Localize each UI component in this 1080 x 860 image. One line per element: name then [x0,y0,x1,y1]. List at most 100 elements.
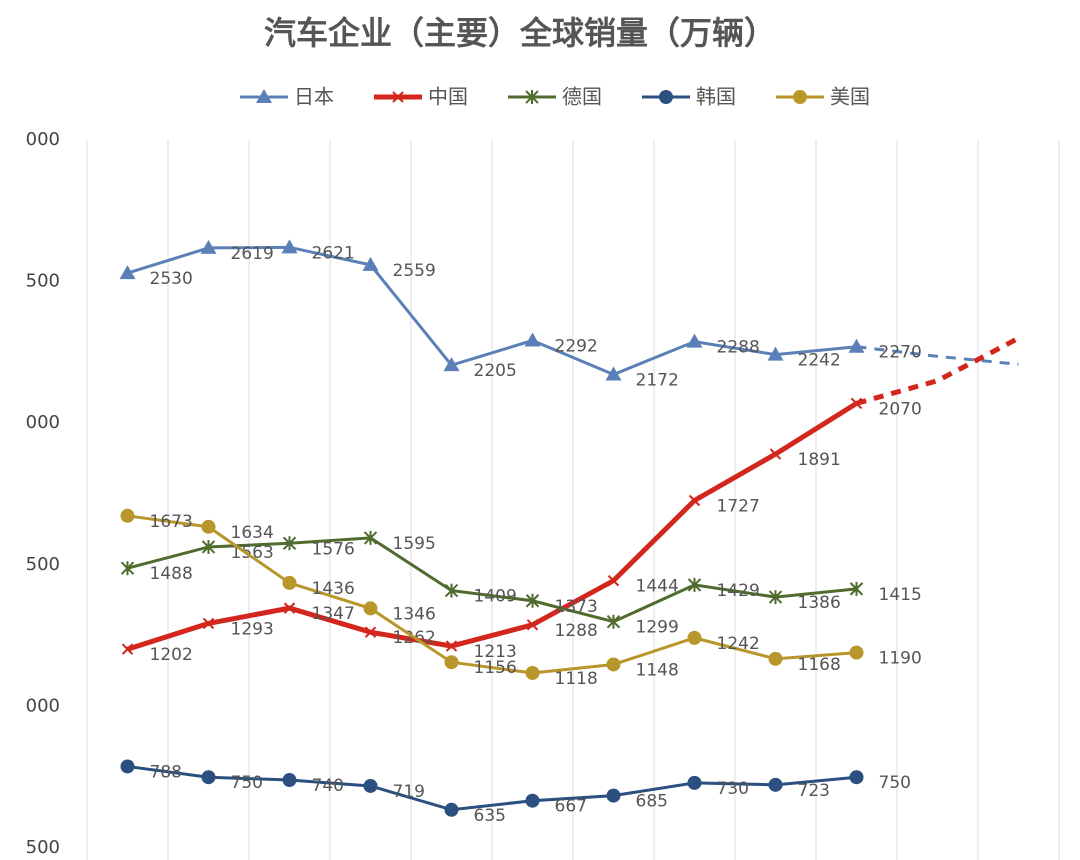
series: 1673 1634 1436 1346 1156 1118 1148 1242 1168 1190 [120,508,922,689]
data-label: 1373 [555,597,598,617]
data-label: 1409 [474,587,517,607]
data-label: 1242 [717,634,760,654]
data-label: 2172 [636,370,679,390]
y-tick-label: 500 [26,554,60,575]
marker [768,651,783,666]
data-label: 750 [231,773,263,793]
marker [392,91,404,103]
marker [687,577,702,592]
marker [200,239,217,254]
marker [120,561,135,576]
data-label: 730 [717,779,749,799]
marker [525,90,539,104]
marker [606,614,621,629]
marker [363,601,378,616]
marker [201,770,216,785]
marker [686,333,703,348]
marker [363,530,378,545]
series-line [127,245,857,377]
data-label: 1634 [231,523,274,543]
legend-item: 德国 [508,85,602,109]
marker [688,494,701,507]
marker [445,640,458,652]
marker [605,366,622,381]
marker [849,581,864,596]
marker [443,357,460,372]
data-label: 750 [879,773,911,793]
data-label: 1595 [393,534,436,554]
data-label: 1436 [312,579,355,599]
data-label: 1288 [555,621,598,641]
marker [120,759,135,774]
marker [850,397,863,410]
marker [768,590,783,605]
series-line [127,536,857,624]
marker [768,777,783,792]
y-tick-label: 000 [26,695,60,716]
data-label: 2270 [879,343,922,363]
data-label: 1299 [636,618,679,638]
data-label: 788 [150,762,182,782]
data-label: 2292 [555,337,598,357]
projection-line [855,336,1020,406]
data-label: 1727 [717,497,760,517]
data-label: 1202 [150,645,193,665]
legend-item: 美国 [776,85,870,109]
data-label: 740 [312,776,344,796]
marker [120,508,135,523]
series-line [127,514,857,675]
data-label: 1148 [636,660,679,680]
y-tick-label: 500 [26,271,60,292]
marker [119,265,136,280]
marker [283,602,296,614]
marker [525,593,540,608]
legend-label: 美国 [830,85,870,109]
data-label: 723 [798,781,830,801]
marker [444,655,459,670]
marker [687,775,702,790]
marker [606,657,621,672]
data-label: 2242 [798,351,841,371]
legend-label: 韩国 [696,85,736,109]
data-label: 1347 [312,604,355,624]
data-label: 2530 [150,269,193,289]
marker [362,256,379,271]
data-label: 1213 [474,642,517,662]
chart-title: 汽车企业（主要）全球销量（万辆） [264,14,776,52]
marker [202,617,215,630]
data-label: 1891 [798,450,841,470]
marker [525,665,540,680]
data-label: 1488 [150,564,193,584]
marker [767,346,784,361]
data-label: 1156 [474,658,517,678]
data-label: 1576 [312,539,355,559]
marker [769,448,782,460]
data-label: 1293 [231,619,274,639]
marker [282,575,297,590]
marker [606,788,621,803]
data-label: 1168 [798,655,841,675]
data-label: 667 [555,797,587,817]
data-label: 1429 [717,581,760,601]
marker [849,770,864,785]
data-label: 685 [636,792,668,812]
marker [793,90,807,104]
marker [659,90,673,104]
marker [607,574,620,587]
series: 2530 2619 2621 2559 2205 2292 2172 2288 2242 2270 [119,239,1019,390]
marker [201,539,216,554]
data-label: 1386 [798,593,841,613]
series: 788 750 740 719 635 667 685 730 723 750 [120,759,911,826]
legend-label: 日本 [294,85,334,109]
marker [444,583,459,598]
data-label: 719 [393,782,425,802]
data-label: 2621 [312,243,355,263]
y-tick-label: 000 [26,412,60,433]
data-label: 635 [474,806,506,826]
marker [848,338,865,353]
data-label: 2070 [879,399,922,419]
marker [281,239,298,254]
marker [282,773,297,788]
